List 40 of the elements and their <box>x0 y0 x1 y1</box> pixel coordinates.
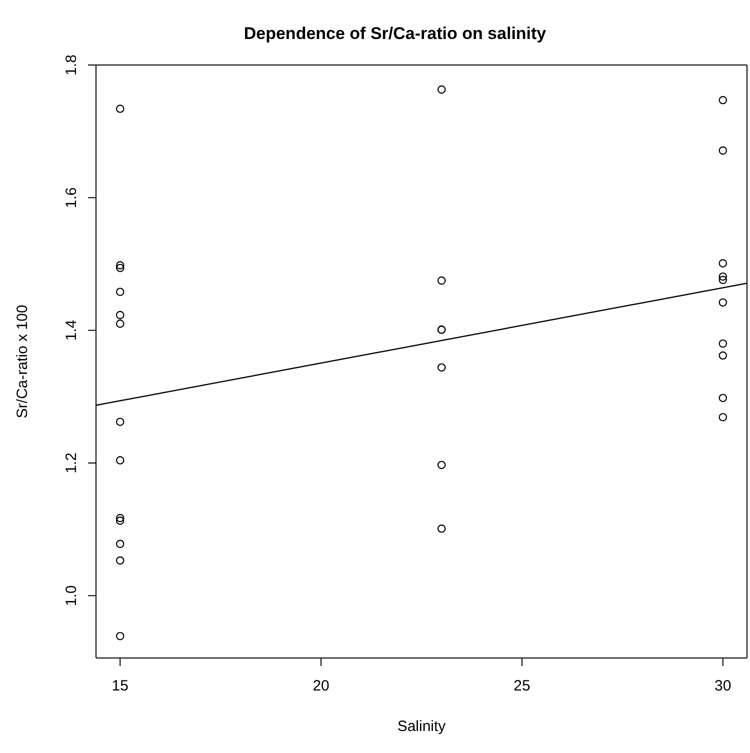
x-axis-title: Salinity <box>397 718 446 735</box>
point <box>718 339 728 348</box>
y-tick-label: 1.8 <box>63 54 80 76</box>
point <box>116 514 124 522</box>
x-tick-label: 30 <box>714 678 732 695</box>
point <box>718 146 728 155</box>
point <box>718 259 728 268</box>
point <box>437 85 446 94</box>
point <box>718 272 728 281</box>
point <box>718 413 728 422</box>
point <box>718 96 728 104</box>
point <box>116 516 124 525</box>
point <box>116 320 124 328</box>
point <box>437 460 446 470</box>
point <box>718 394 728 402</box>
y-tick-label: 1.6 <box>63 187 80 208</box>
point <box>116 540 124 548</box>
point <box>437 363 446 372</box>
y-tick-label: 1.4 <box>63 320 80 341</box>
point <box>116 104 124 113</box>
point <box>116 264 124 272</box>
point <box>718 276 728 284</box>
x-tick-label: 20 <box>312 678 330 695</box>
y-tick-label: 1.0 <box>63 585 80 606</box>
point <box>718 351 728 360</box>
y-tick-label: 1.2 <box>63 452 80 474</box>
point <box>116 310 124 320</box>
point <box>116 288 124 296</box>
point <box>116 632 124 640</box>
x-tick-label: 15 <box>112 678 128 695</box>
point <box>718 298 728 307</box>
chart-title: Dependence of Sr/Ca-ratio on salinity <box>242 24 548 44</box>
point <box>116 556 124 565</box>
y-axis-title: Sr/Ca-ratio x 100 <box>14 304 32 418</box>
x-tick-label: 25 <box>514 678 530 695</box>
point <box>116 261 124 270</box>
point <box>116 456 124 464</box>
point <box>116 418 124 426</box>
point <box>437 276 446 285</box>
point <box>437 524 446 533</box>
